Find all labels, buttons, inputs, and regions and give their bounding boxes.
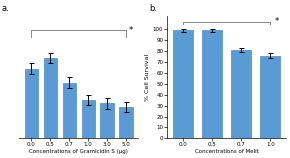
Bar xyxy=(100,103,114,158)
Text: *: * xyxy=(275,17,279,26)
Text: a.: a. xyxy=(2,4,10,13)
Bar xyxy=(25,69,38,158)
Y-axis label: % Cell Survival: % Cell Survival xyxy=(145,54,150,101)
Bar xyxy=(63,82,76,158)
X-axis label: Concentrations of Melit: Concentrations of Melit xyxy=(195,149,258,154)
Bar xyxy=(202,30,222,138)
Bar xyxy=(44,58,57,158)
Bar xyxy=(231,50,251,138)
Bar xyxy=(119,107,133,158)
Text: b.: b. xyxy=(150,4,157,13)
Text: *: * xyxy=(129,26,133,35)
Bar xyxy=(81,100,95,158)
Bar xyxy=(173,30,193,138)
Bar xyxy=(260,55,280,138)
X-axis label: Concentrations of Gramicidin S (μg): Concentrations of Gramicidin S (μg) xyxy=(29,149,128,154)
